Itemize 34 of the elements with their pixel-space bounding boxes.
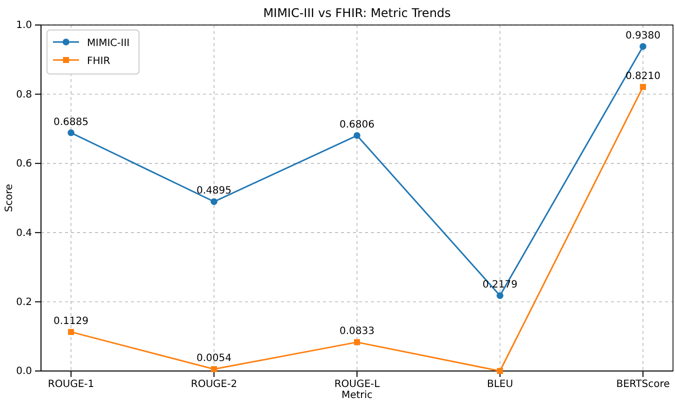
data-label: 0.1129	[54, 316, 89, 327]
data-label: 0.0054	[196, 353, 232, 364]
data-label: 0.8210	[625, 70, 660, 82]
point	[496, 368, 503, 374]
x-tick-label: ROUGE-L	[334, 379, 380, 390]
x-tick-label: BERTScore	[616, 379, 670, 390]
y-tick-label: 0.0	[16, 366, 32, 378]
x-tick-label: ROUGE-2	[190, 379, 238, 390]
point	[496, 292, 504, 299]
point	[211, 366, 218, 372]
y-tick-label: 0.4	[16, 228, 32, 239]
point	[640, 43, 646, 50]
point	[640, 84, 646, 90]
y-tick-label: 1.0	[16, 20, 32, 32]
point	[68, 328, 74, 335]
point	[68, 129, 74, 136]
point	[354, 339, 360, 346]
x-tick-label: BLEU	[486, 379, 514, 390]
data-label: 0.4895	[196, 186, 232, 197]
chart-title: MIMIC-III vs FHIR: Metric Trends	[263, 6, 451, 20]
data-label: 0.0833	[340, 326, 374, 338]
x-axis-title: Metric	[341, 390, 373, 401]
y-axis-title: Score	[4, 184, 15, 212]
point	[210, 198, 218, 206]
y-tick-label: 0.8	[16, 89, 32, 100]
data-label: 0.6885	[54, 116, 89, 128]
point	[354, 132, 360, 139]
legend-label: MIMIC-III	[87, 38, 130, 49]
data-label: 0.9380	[625, 30, 660, 42]
y-tick-label: 0.2	[16, 297, 32, 308]
y-tick-label: 0.6	[16, 158, 32, 170]
legend-label: FHIR	[87, 56, 110, 67]
x-tick-label: ROUGE-1	[48, 379, 94, 390]
data-label: 0.6806	[340, 120, 374, 131]
